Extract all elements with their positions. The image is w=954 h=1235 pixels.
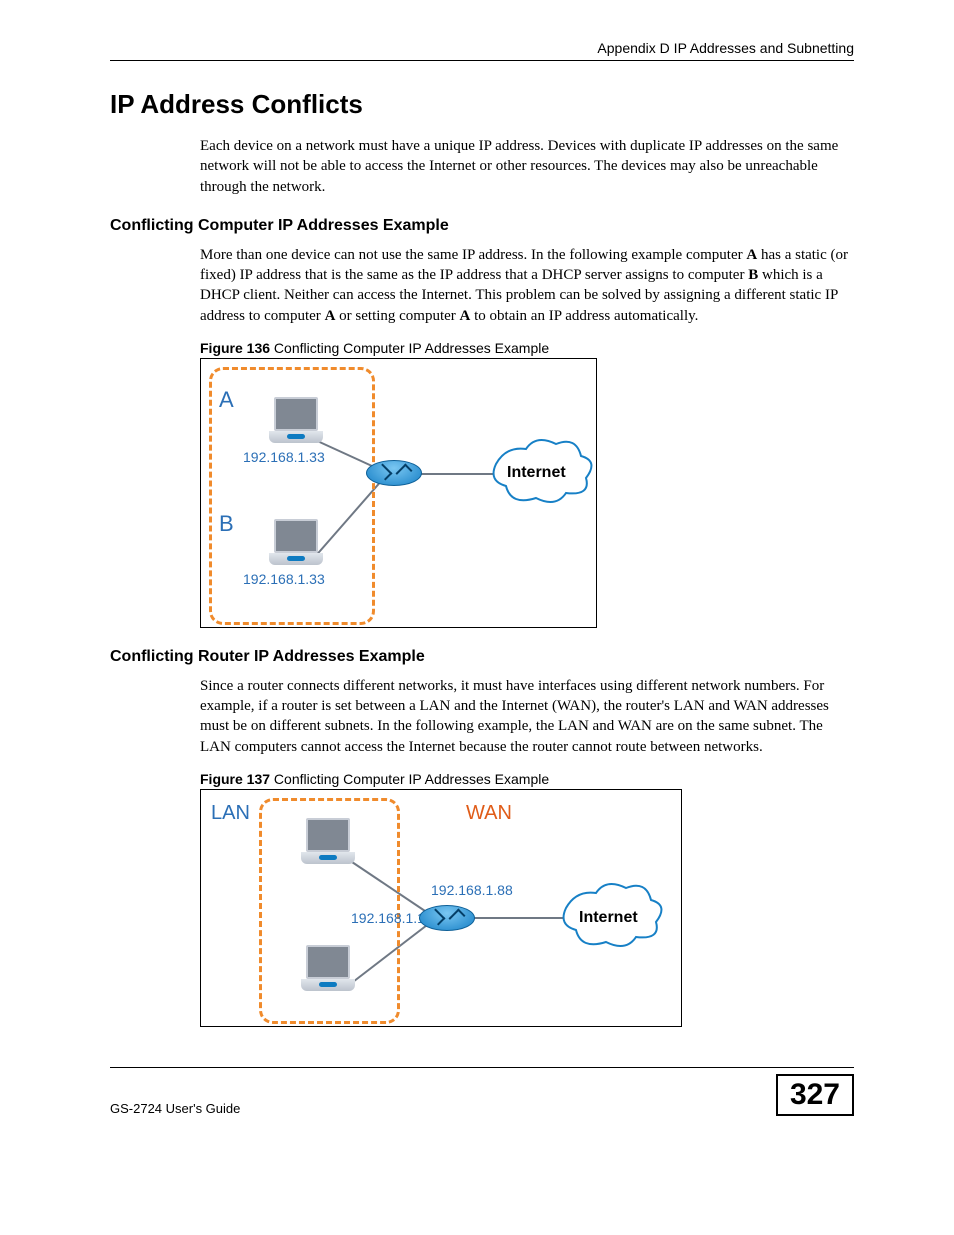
figure137-computer-1 [301,818,355,864]
section1-heading: Conflicting Computer IP Addresses Exampl… [110,217,854,235]
figure137-caption: Figure 137 Conflicting Computer IP Addre… [200,771,854,787]
figure136-label-A: A [219,387,234,413]
p1-post: to obtain an IP address automatically. [470,308,698,324]
figure136-router [366,460,422,486]
figure136-computer-A [269,397,323,443]
figure136-internet-label: Internet [507,464,566,482]
figure137-ip-wan: 192.168.1.88 [431,882,513,898]
p1-pre: More than one device can not use the sam… [200,247,746,263]
figure136-caption: Figure 136 Conflicting Computer IP Addre… [200,340,854,356]
fig137-label-rest: Conflicting Computer IP Addresses Exampl… [270,771,549,787]
p1-boldB: B [748,267,758,283]
p1-boldA1: A [746,247,757,263]
figure137-box: LAN WAN 192.168.1.1 192.168.1.88 Interne… [200,789,682,1027]
figure137-wan-label: WAN [466,802,512,825]
figure136-ip-B: 192.168.1.33 [243,571,325,587]
p1-boldA2: A [325,308,336,324]
fig137-label-bold: Figure 137 [200,771,270,787]
fig136-label-rest: Conflicting Computer IP Addresses Exampl… [270,340,549,356]
section1-paragraph: More than one device can not use the sam… [200,245,854,326]
page-footer: GS-2724 User's Guide 327 [110,1067,854,1116]
figure136-label-B: B [219,511,234,537]
p1-boldA3: A [460,308,471,324]
figure137-lan-label: LAN [211,802,250,825]
figure137-internet-label: Internet [579,909,638,927]
figure136-computer-B [269,519,323,565]
figure136-ip-A: 192.168.1.33 [243,449,325,465]
section2-heading: Conflicting Router IP Addresses Example [110,648,854,666]
intro-paragraph: Each device on a network must have a uni… [200,136,854,197]
figure136-box: A 192.168.1.33 B 192.168.1.33 Internet [200,358,597,628]
figure137-computer-2 [301,945,355,991]
page-title: IP Address Conflicts [110,89,854,120]
section2-paragraph: Since a router connects different networ… [200,676,854,757]
footer-guide: GS-2724 User's Guide [110,1101,240,1116]
page-header: Appendix D IP Addresses and Subnetting [110,40,854,61]
fig136-label-bold: Figure 136 [200,340,270,356]
figure137-ip-lan: 192.168.1.1 [351,910,425,926]
p1-mid3: or setting computer [335,308,459,324]
footer-pagenum: 327 [776,1074,854,1116]
figure137-router [419,905,475,931]
